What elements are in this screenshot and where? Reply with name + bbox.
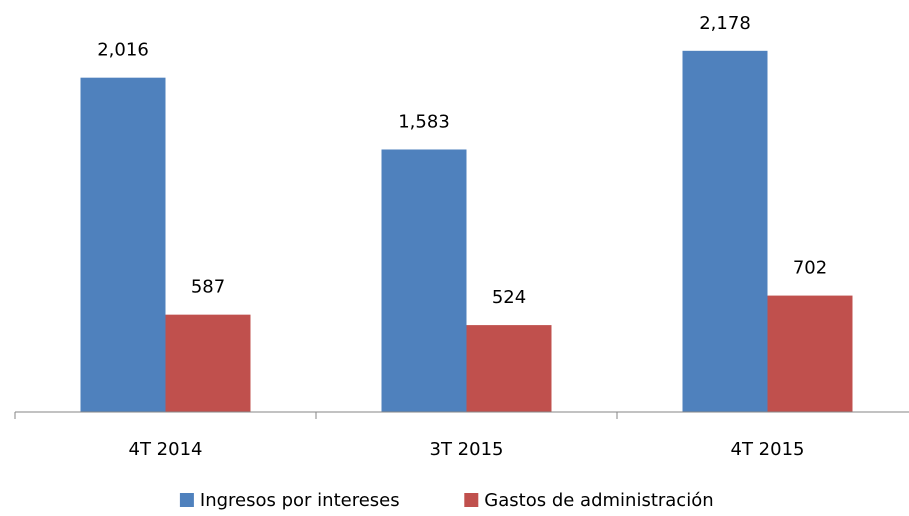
- bar: [80, 77, 166, 413]
- bar: [466, 325, 552, 412]
- legend-swatch: [464, 493, 479, 507]
- data-label: 2,016: [97, 40, 149, 61]
- x-tick-label: 3T 2015: [430, 439, 504, 460]
- bar: [682, 50, 768, 412]
- data-label: 1,583: [398, 111, 450, 132]
- legend-label: Ingresos por intereses: [200, 490, 400, 511]
- data-label: 2,178: [699, 13, 751, 34]
- legend-swatch: [179, 493, 194, 507]
- data-label: 702: [793, 258, 827, 279]
- bar: [165, 314, 251, 412]
- bar: [767, 295, 853, 412]
- data-label: 524: [492, 287, 526, 308]
- data-label: 587: [191, 277, 225, 298]
- bar: [381, 149, 467, 412]
- x-tick-label: 4T 2014: [129, 439, 203, 460]
- x-tick-label: 4T 2015: [731, 439, 805, 460]
- legend-label: Gastos de administración: [484, 490, 713, 511]
